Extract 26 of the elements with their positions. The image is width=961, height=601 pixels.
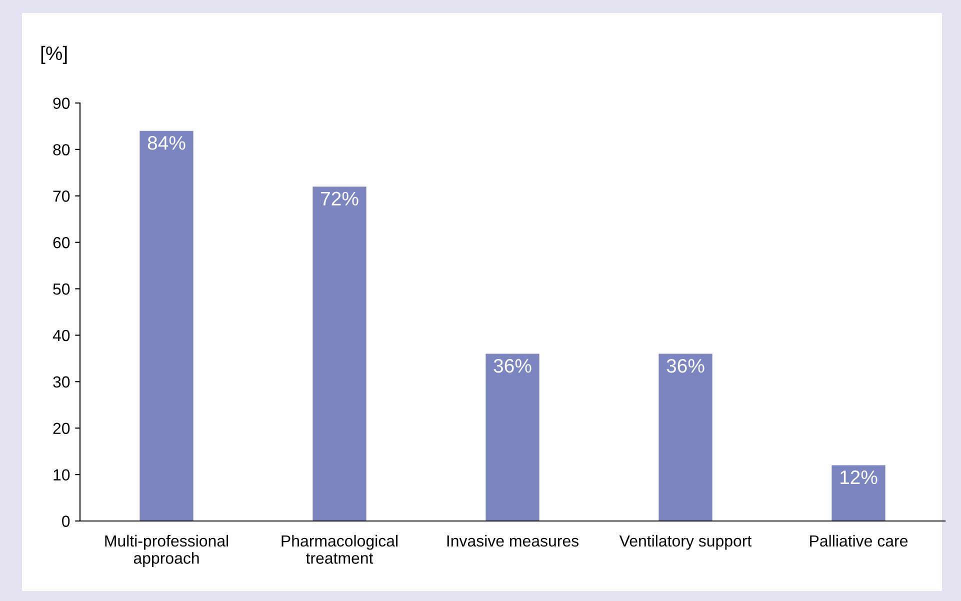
bar — [658, 354, 712, 521]
data-label: 36% — [666, 358, 704, 373]
x-tick-label: Pharmacological treatment — [282, 534, 398, 564]
y-tick-label: 80 — [53, 144, 70, 156]
y-axis-title: [%] — [41, 46, 67, 64]
x-tick-label: Ventilatory support — [619, 534, 752, 550]
data-label: 36% — [494, 358, 532, 373]
x-tick-label: Invasive measures — [447, 534, 579, 547]
y-tick-label: 90 — [53, 98, 70, 109]
y-tick-label: 30 — [53, 376, 70, 388]
y-tick-label: 20 — [53, 422, 70, 434]
y-tick-label: 10 — [54, 469, 70, 480]
y-tick-label: 70 — [53, 190, 70, 202]
x-tick-label: Palliative care — [810, 534, 908, 547]
bar — [140, 130, 194, 521]
x-tick-label: Multi-professional approach — [105, 534, 228, 567]
bar — [312, 186, 366, 521]
y-tick-label: 60 — [53, 236, 70, 248]
data-label: 12% — [840, 470, 878, 484]
data-label: 84% — [148, 136, 186, 150]
data-label: 72% — [321, 192, 358, 206]
bar — [486, 354, 540, 521]
bar — [832, 465, 886, 521]
y-tick-label: 0 — [62, 516, 70, 527]
y-tick-label: 40 — [52, 330, 70, 342]
y-tick-label: 50 — [53, 283, 70, 295]
